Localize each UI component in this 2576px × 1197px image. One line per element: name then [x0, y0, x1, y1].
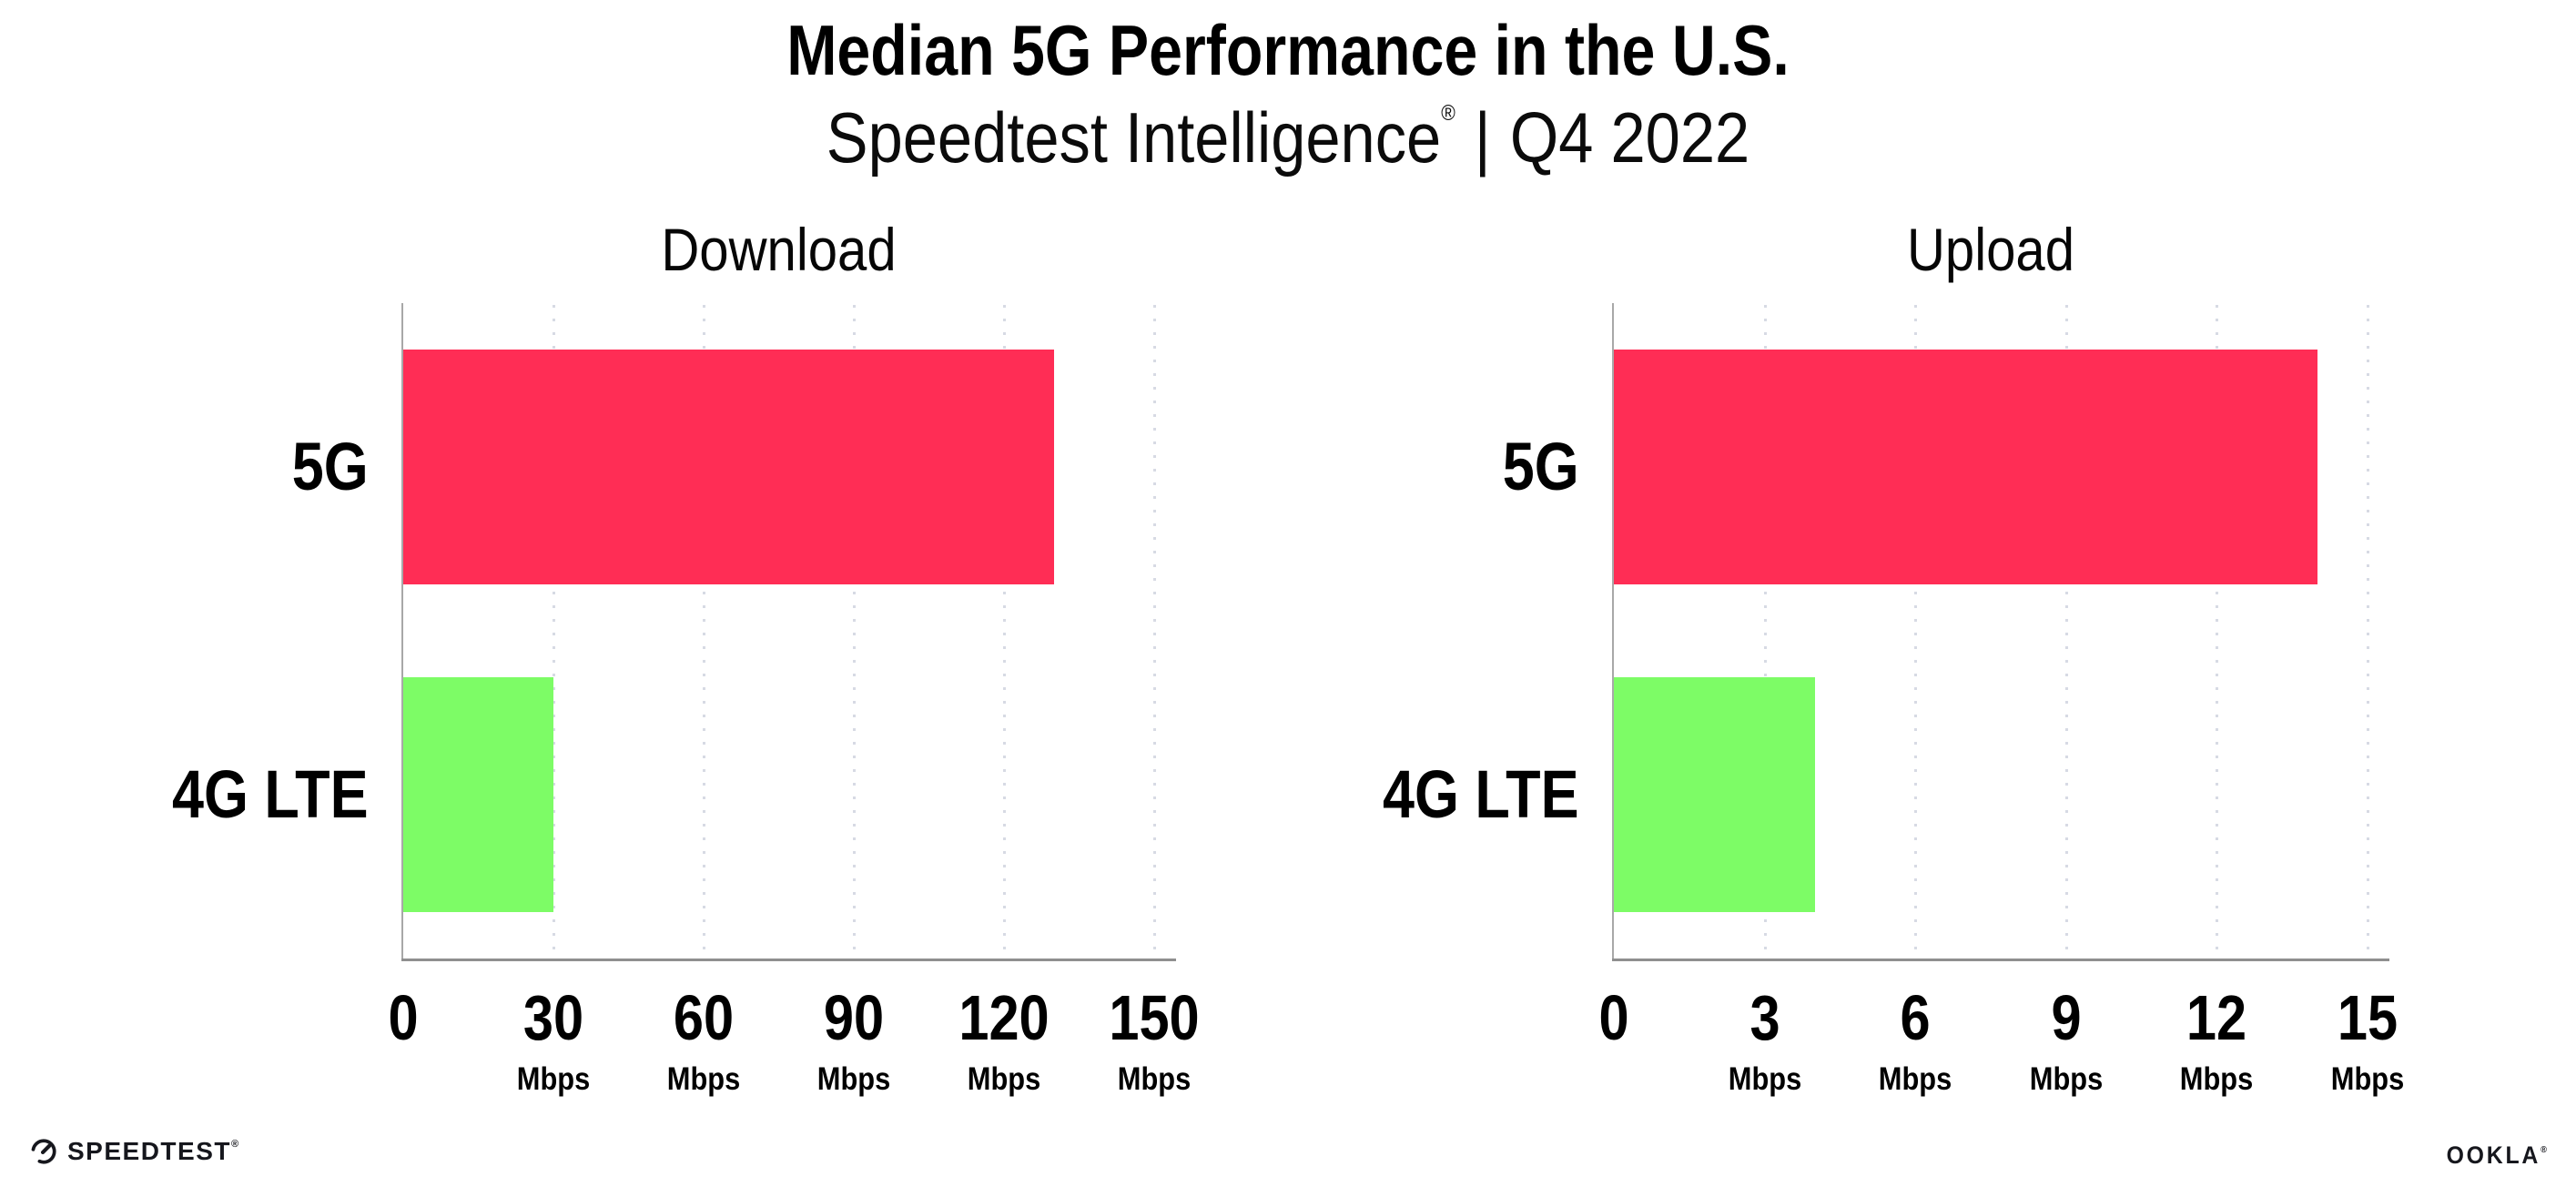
x-tick-unit: Mbps	[666, 1061, 741, 1097]
x-tick-0: 0	[1597, 986, 1632, 1050]
x-tick-value: 9	[2051, 982, 2082, 1053]
x-tick-value: 15	[2337, 982, 2399, 1053]
x-tick-value: 120	[958, 982, 1050, 1053]
x-tick-15: 15 Mbps	[2326, 986, 2409, 1095]
speedtest-wordmark: SPEEDTEST®	[67, 1139, 238, 1164]
x-tick-value: 90	[823, 982, 885, 1053]
x-tick-unit: Mbps	[816, 1061, 891, 1097]
gridline-6	[1914, 305, 1918, 959]
subtitle-brand: Speedtest Intelligence	[826, 97, 1442, 178]
x-tick-unit: Mbps	[967, 1061, 1041, 1097]
upload-x-axis-line	[1612, 959, 2389, 961]
gridline-120	[1003, 305, 1006, 959]
x-tick-unit: Mbps	[1728, 1061, 1801, 1097]
x-tick-120: 120 Mbps	[951, 986, 1058, 1095]
x-tick-value: 60	[673, 982, 735, 1053]
x-tick-3: 3 Mbps	[1723, 986, 1806, 1095]
gridline-15	[2367, 305, 2369, 959]
x-tick-unit: Mbps	[2029, 1061, 2104, 1097]
download-y-axis-line	[401, 303, 403, 961]
ookla-label: OOKLA	[2446, 1141, 2541, 1169]
x-tick-90: 90 Mbps	[812, 986, 895, 1095]
category-label-5g: 5G	[292, 429, 369, 504]
gridline-12	[2216, 305, 2219, 959]
x-tick-value: 150	[1109, 982, 1200, 1053]
x-tick-unit: Mbps	[516, 1061, 591, 1097]
x-tick-value: 12	[2186, 982, 2247, 1053]
x-tick-12: 12 Mbps	[2175, 986, 2258, 1095]
gridline-30	[553, 305, 555, 959]
gridline-9	[2064, 305, 2068, 959]
category-label-4g-lte: 4G LTE	[172, 756, 369, 832]
x-tick-unit: Mbps	[1878, 1061, 1952, 1097]
download-chart: Download 0 30 Mbps 60 Mbps 90 Mbps 120 Mbps 150 Mb…	[172, 219, 1199, 1095]
bar-5g	[1614, 350, 2317, 584]
x-tick-value: 0	[388, 982, 419, 1053]
speedtest-logo: SPEEDTEST®	[30, 1138, 238, 1165]
speedtest-label: SPEEDTEST	[67, 1137, 231, 1165]
x-tick-unit: Mbps	[1117, 1061, 1192, 1097]
gridline-3	[1763, 305, 1767, 959]
bar-4g-lte	[403, 677, 553, 912]
speedtest-gauge-icon	[30, 1138, 57, 1165]
gridline-60	[703, 305, 705, 959]
download-x-axis-line	[401, 959, 1176, 961]
category-label-4g-lte: 4G LTE	[1383, 756, 1579, 832]
x-tick-60: 60 Mbps	[662, 986, 745, 1095]
gridline-90	[853, 305, 856, 959]
x-tick-30: 30 Mbps	[512, 986, 594, 1095]
bar-5g	[403, 350, 1054, 584]
page-subtitle: Speedtest Intelligence® | Q4 2022	[155, 102, 2421, 173]
x-tick-6: 6 Mbps	[1873, 986, 1956, 1095]
x-tick-value: 3	[1749, 982, 1780, 1053]
speedtest-registered-icon: ®	[230, 1139, 239, 1150]
x-tick-9: 9 Mbps	[2024, 986, 2107, 1095]
subtitle-period: Q4 2022	[1509, 97, 1750, 178]
x-tick-value: 6	[1900, 982, 1931, 1053]
upload-chart-title: Upload	[1906, 216, 2075, 283]
upload-chart: Upload 0 3 Mbps 6 Mbps 9 Mbps 12 Mbps 15 Mbps 5G 4G …	[1383, 219, 2404, 1095]
x-tick-0: 0	[386, 986, 421, 1050]
subtitle-separator: |	[1474, 97, 1491, 178]
category-label-5g: 5G	[1503, 429, 1579, 504]
upload-y-axis-line	[1612, 303, 1614, 961]
x-tick-unit: Mbps	[2180, 1061, 2254, 1097]
page-title: Median 5G Performance in the U.S.	[786, 10, 1790, 90]
download-chart-title: Download	[661, 216, 897, 283]
x-tick-value: 30	[522, 982, 584, 1053]
registered-trademark-icon: ®	[1441, 101, 1455, 126]
gridline-150	[1153, 305, 1156, 959]
x-tick-unit: Mbps	[2330, 1061, 2405, 1097]
x-tick-150: 150 Mbps	[1101, 986, 1208, 1095]
ookla-registered-icon: ®	[2541, 1145, 2547, 1155]
bar-4g-lte	[1614, 677, 1815, 912]
ookla-logo: OOKLA®	[2447, 1143, 2547, 1168]
x-tick-value: 0	[1598, 982, 1629, 1053]
